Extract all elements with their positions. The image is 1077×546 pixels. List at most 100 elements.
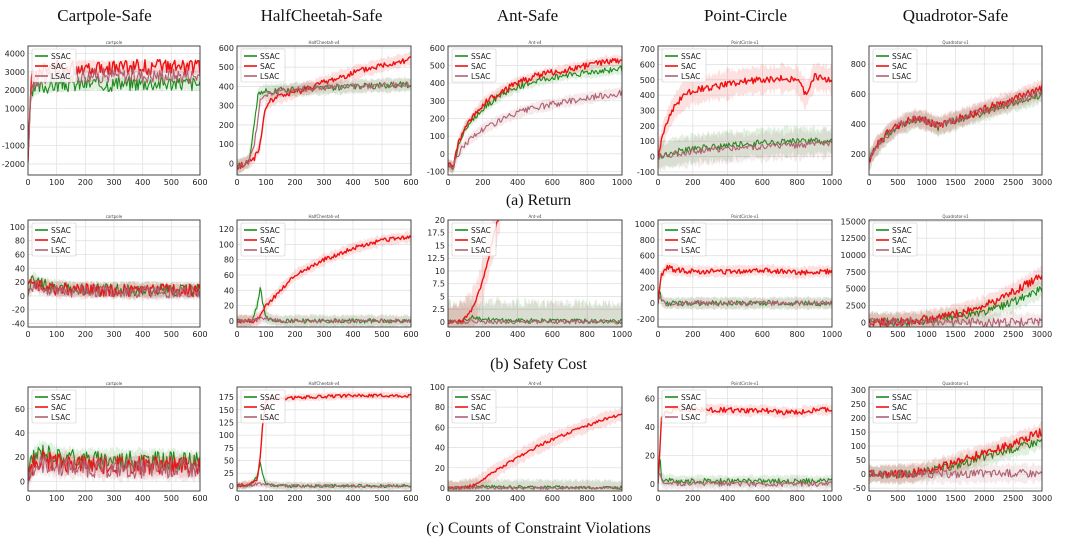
line-ssac xyxy=(448,65,622,171)
x-tick-label: 0 xyxy=(866,494,871,503)
legend-label-sac: SAC xyxy=(471,236,486,245)
subplot-title: cartpole xyxy=(106,381,123,386)
subplot-constraint-violations-1: 0 100 200 300 400 500 600 0 20 40 60 cartpole SSACSA… xyxy=(15,381,208,503)
x-tick-label: 1000 xyxy=(916,330,936,339)
x-tick-label: 200 xyxy=(78,178,93,187)
y-tick-label: 200 xyxy=(851,150,866,159)
legend-label-lsac: LSAC xyxy=(471,72,490,81)
y-tick-label: 1000 xyxy=(5,105,25,114)
band-sac xyxy=(237,229,411,327)
x-tick-label: 200 xyxy=(287,330,302,339)
y-tick-label: 0 xyxy=(650,480,655,489)
y-tick-label: 60 xyxy=(15,405,25,414)
x-tick-label: 400 xyxy=(720,330,735,339)
plot-frame xyxy=(236,219,412,328)
plot-frame xyxy=(27,45,201,176)
y-tick-label: 20 xyxy=(435,464,445,473)
x-tick-label: 600 xyxy=(755,178,770,187)
y-tick-label: 40 xyxy=(15,264,25,273)
x-tick-label: 1500 xyxy=(945,494,965,503)
x-tick-label: 600 xyxy=(403,330,418,339)
x-tick-label: 1000 xyxy=(612,178,632,187)
x-tick-label: 0 xyxy=(25,330,30,339)
line-sac xyxy=(869,428,1042,479)
plot-frame xyxy=(27,219,201,328)
y-tick-label: 0 xyxy=(20,123,25,132)
legend-label-sac: SAC xyxy=(892,236,907,245)
legend-label-ssac: SSAC xyxy=(892,226,912,235)
y-tick-label: 80 xyxy=(435,403,445,412)
line-lsac xyxy=(448,319,622,325)
x-tick-label: 300 xyxy=(316,178,331,187)
band-lsac xyxy=(448,298,622,327)
x-tick-label: 500 xyxy=(164,494,179,503)
line-lsac xyxy=(237,316,411,324)
y-tick-label: 400 xyxy=(640,91,655,100)
legend-label-ssac: SSAC xyxy=(892,52,912,61)
y-tick-label: 300 xyxy=(430,97,445,106)
x-tick-label: 0 xyxy=(234,178,239,187)
y-tick-label: -20 xyxy=(12,306,25,315)
x-tick-label: 0 xyxy=(25,178,30,187)
legend-label-sac: SAC xyxy=(51,236,66,245)
band-ssac xyxy=(237,458,411,491)
y-tick-label: 20 xyxy=(435,216,445,225)
y-tick-label: 0 xyxy=(650,299,655,308)
y-tick-label: -40 xyxy=(12,320,25,329)
x-tick-label: 1000 xyxy=(822,330,842,339)
y-tick-label: 200 xyxy=(851,414,866,423)
legend-label-lsac: LSAC xyxy=(681,72,700,81)
y-tick-label: 250 xyxy=(851,400,866,409)
x-tick-label: 400 xyxy=(345,330,360,339)
line-sac xyxy=(658,73,832,158)
x-tick-label: 500 xyxy=(890,178,905,187)
y-tick-label: 100 xyxy=(640,137,655,146)
y-tick-label: 0 xyxy=(861,470,866,479)
band-lsac xyxy=(658,467,832,491)
x-tick-label: 600 xyxy=(755,330,770,339)
band-ssac xyxy=(237,281,411,327)
y-tick-label: 40 xyxy=(15,429,25,438)
subplot-title: HalfCheetah-v4 xyxy=(308,214,339,219)
y-tick-label: 300 xyxy=(640,107,655,116)
y-tick-label: 20 xyxy=(224,302,234,311)
y-tick-label: 400 xyxy=(219,82,234,91)
line-ssac xyxy=(237,81,411,168)
y-tick-label: 20 xyxy=(15,278,25,287)
subplot-title: HalfCheetah-v4 xyxy=(308,381,339,386)
x-tick-label: 2500 xyxy=(1003,330,1023,339)
legend-label-lsac: LSAC xyxy=(51,246,70,255)
x-tick-label: 300 xyxy=(316,330,331,339)
y-tick-label: 0 xyxy=(440,150,445,159)
x-tick-label: 600 xyxy=(192,330,207,339)
y-tick-label: 20 xyxy=(15,453,25,462)
column-title-halfcheetah: HalfCheetah-Safe xyxy=(260,6,383,25)
line-sac xyxy=(448,57,622,168)
x-tick-label: 600 xyxy=(545,494,560,503)
band-lsac xyxy=(869,82,1042,170)
legend-label-sac: SAC xyxy=(892,62,907,71)
x-tick-label: 200 xyxy=(287,494,302,503)
x-tick-label: 0 xyxy=(445,330,450,339)
y-tick-label: 1000 xyxy=(635,220,655,229)
x-tick-label: 1000 xyxy=(916,178,936,187)
y-tick-label: 3000 xyxy=(5,68,25,77)
caption-constraint-violations: (c) Counts of Constraint Violations xyxy=(426,520,651,537)
y-tick-label: 200 xyxy=(430,114,445,123)
plot-frame xyxy=(27,386,201,492)
y-tick-label: 0 xyxy=(440,484,445,493)
x-tick-label: 400 xyxy=(345,494,360,503)
x-tick-label: 600 xyxy=(545,178,560,187)
band-ssac xyxy=(869,277,1042,327)
x-tick-label: 400 xyxy=(510,178,525,187)
x-tick-label: 2000 xyxy=(974,178,994,187)
x-tick-label: 400 xyxy=(135,330,150,339)
plot-frame xyxy=(868,386,1043,492)
caption-return: (a) Return xyxy=(505,192,572,209)
x-tick-label: 800 xyxy=(790,330,805,339)
band-lsac xyxy=(237,76,411,175)
